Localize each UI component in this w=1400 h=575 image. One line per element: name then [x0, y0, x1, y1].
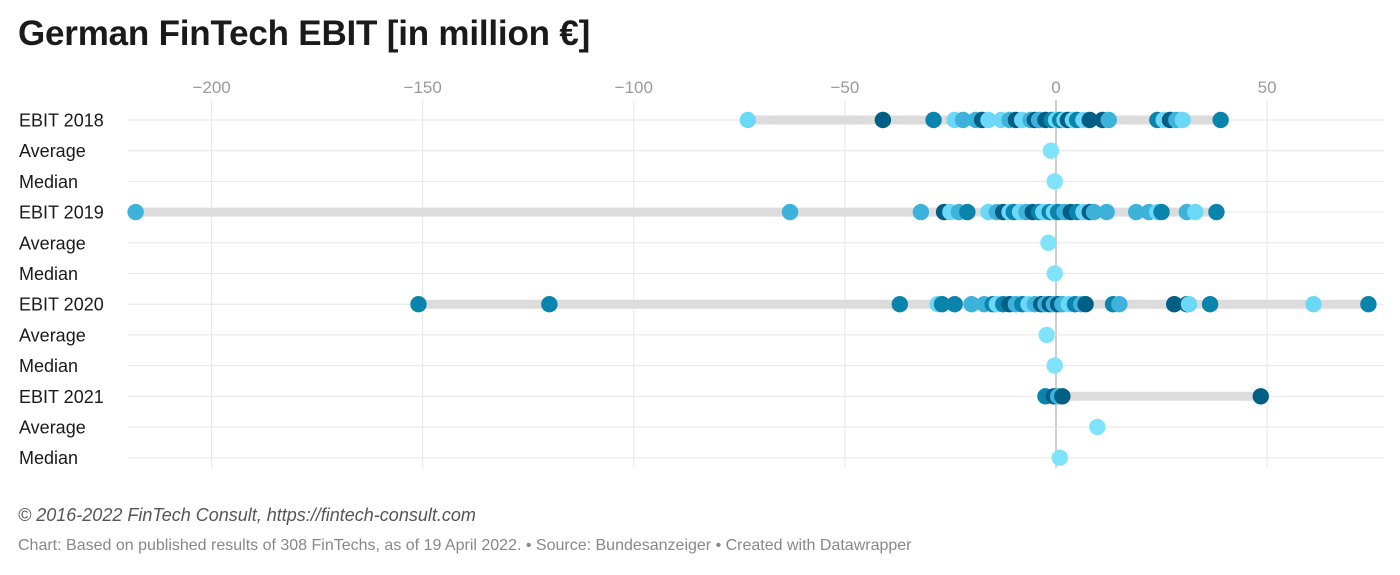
x-tick-label: 50 [1258, 78, 1277, 97]
row-label: Average [19, 418, 86, 438]
x-tick-label: −200 [192, 78, 230, 97]
ebit-data-point[interactable] [959, 203, 976, 221]
average-point[interactable] [1042, 142, 1060, 159]
ebit-data-point[interactable] [1187, 203, 1204, 221]
ebit-data-point[interactable] [1360, 296, 1377, 313]
data-points [127, 111, 1377, 466]
range-bars [131, 115, 1373, 401]
ebit-data-point[interactable] [933, 296, 951, 313]
grid-layer [128, 100, 1384, 468]
ebit-data-point[interactable] [1128, 203, 1145, 221]
ebit-data-point[interactable] [954, 111, 972, 129]
ebit-data-point[interactable] [1201, 296, 1219, 313]
row-label: EBIT 2021 [19, 387, 104, 407]
ebit-data-point[interactable] [925, 111, 942, 129]
ebit-data-point[interactable] [1153, 203, 1170, 221]
ebit-data-point[interactable] [1252, 388, 1269, 405]
x-axis-ticks: −200 −150 −100 −50 0 50 [192, 78, 1276, 97]
ebit-data-point[interactable] [980, 111, 997, 129]
ebit-data-point[interactable] [963, 296, 980, 313]
row-label: EBIT 2018 [19, 111, 104, 131]
median-point[interactable] [1051, 449, 1068, 466]
ebit-data-point[interactable] [1180, 296, 1198, 313]
ebit-data-point[interactable] [1111, 296, 1128, 313]
row-label: Average [19, 233, 86, 253]
median-point[interactable] [1046, 265, 1063, 282]
x-tick-label: −50 [830, 78, 859, 97]
ebit-data-point[interactable] [874, 111, 892, 129]
row-label: Average [19, 141, 86, 161]
x-tick-label: −100 [615, 78, 653, 97]
ebit-data-point[interactable] [1098, 203, 1115, 221]
average-point[interactable] [1089, 418, 1106, 436]
row-label: Median [19, 448, 78, 468]
average-point[interactable] [1040, 234, 1057, 251]
ebit-data-point[interactable] [1054, 388, 1071, 405]
chart-title: German FinTech EBIT [in million €] [18, 14, 591, 53]
ebit-data-point[interactable] [1100, 111, 1117, 129]
ebit-data-point[interactable] [1166, 296, 1183, 313]
ebit-data-point[interactable] [912, 203, 930, 221]
row-label: Median [19, 264, 78, 284]
average-point[interactable] [1038, 326, 1055, 344]
row-label: EBIT 2019 [19, 203, 104, 223]
row-label: Median [19, 356, 78, 376]
row-label: EBIT 2020 [19, 295, 104, 315]
ebit-data-point[interactable] [1081, 111, 1098, 129]
ebit-data-point[interactable] [739, 111, 756, 129]
ebit-data-point[interactable] [1305, 296, 1322, 313]
median-point[interactable] [1046, 173, 1063, 190]
ebit-data-point[interactable] [1085, 203, 1103, 221]
row-label: Median [19, 172, 78, 192]
copyright-text[interactable]: © 2016-2022 FinTech Consult, https://fin… [18, 505, 476, 525]
source-note: Chart: Based on published results of 308… [18, 537, 912, 554]
ebit-data-point[interactable] [127, 203, 144, 221]
median-point[interactable] [1046, 357, 1063, 374]
x-tick-label: 0 [1051, 78, 1060, 97]
ebit-data-point[interactable] [1077, 296, 1094, 313]
ebit-data-point[interactable] [410, 296, 427, 313]
ebit-data-point[interactable] [1174, 111, 1191, 129]
x-tick-label: −150 [404, 78, 442, 97]
ebit-data-point[interactable] [781, 203, 799, 221]
row-labels: EBIT 2018 Average Median EBIT 2019 Average Me… [19, 111, 104, 469]
ebit-data-point[interactable] [946, 296, 963, 313]
ebit-data-point[interactable] [1212, 111, 1229, 129]
ebit-data-point[interactable] [1208, 203, 1225, 221]
ebit-data-point[interactable] [891, 296, 908, 313]
row-label: Average [19, 325, 86, 345]
ebit-data-point[interactable] [541, 296, 558, 313]
